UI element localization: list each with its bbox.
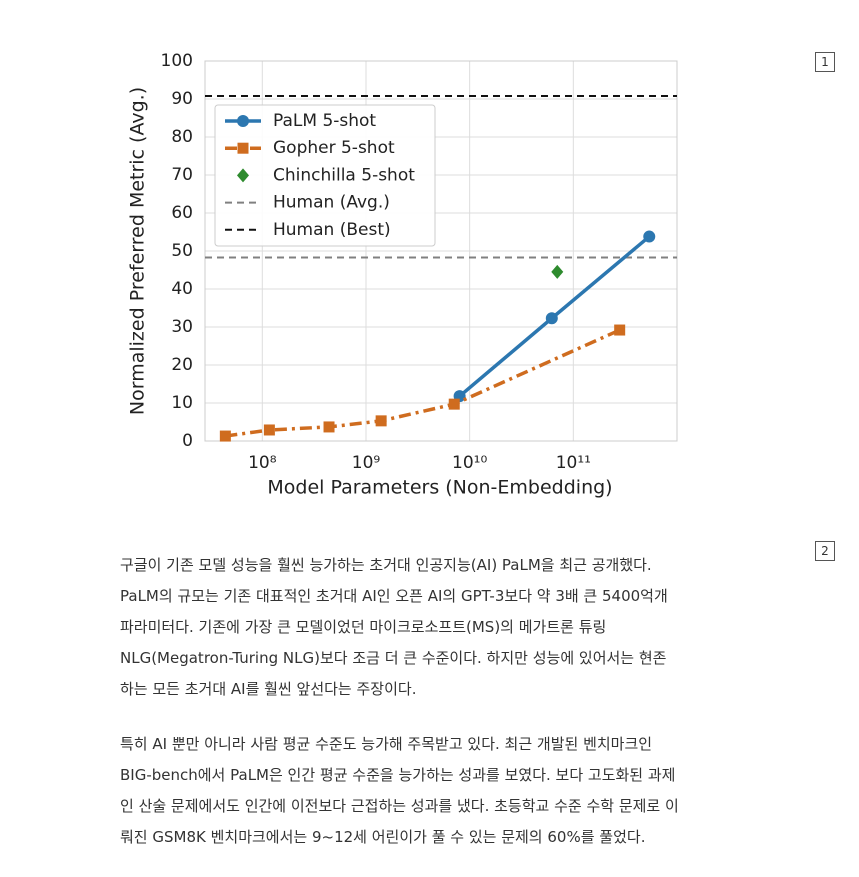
series-line [225, 328, 621, 438]
text-line: 뤄진 GSM8K 벤치마크에서는 9~12세 어린이가 풀 수 있는 문제의 6… [120, 828, 646, 846]
data-point [323, 421, 335, 433]
legend-label: Human (Best) [273, 220, 391, 240]
y-tick-label: 20 [171, 355, 193, 375]
text-line: NLG(Megatron-Turing NLG)보다 조금 더 큰 수준이다. … [120, 649, 667, 667]
legend-marker [237, 142, 249, 154]
x-tick-label: 10¹¹ [556, 453, 591, 473]
text-line: BIG-bench에서 PaLM은 인간 평균 수준을 능가하는 성과를 보였다… [120, 766, 676, 784]
y-tick-label: 10 [171, 393, 193, 413]
y-tick-label: 30 [171, 317, 193, 337]
text-line: PaLM의 규모는 기존 대표적인 초거대 AI인 오픈 AI의 GPT-3보다… [120, 587, 668, 605]
paragraph: 특히 AI 뿐만 아니라 사람 평균 수준도 능가해 주목받고 있다. 최근 개… [120, 729, 760, 853]
y-tick-label: 80 [171, 127, 193, 147]
y-tick-label: 60 [171, 203, 193, 223]
data-point [375, 415, 387, 427]
text-line: 파라미터다. 기존에 가장 큰 모델이었던 마이크로소프트(MS)의 메가트론 … [120, 618, 607, 636]
text-line: 구글이 기존 모델 성능을 훨씬 능가하는 초거대 인공지능(AI) PaLM을… [120, 556, 652, 574]
plot-frame [204, 60, 678, 442]
legend-label: Chinchilla 5-shot [273, 165, 415, 185]
text-line: 특히 AI 뿐만 아니라 사람 평균 수준도 능가해 주목받고 있다. 최근 개… [120, 735, 653, 753]
paragraph: 구글이 기존 모델 성능을 훨씬 능가하는 초거대 인공지능(AI) PaLM을… [120, 550, 760, 705]
page: Model Parameters (Non-Embedding) Normali… [120, 51, 835, 846]
text-line: 인 산술 문제에서도 인간에 이전보다 근접하는 성과를 냈다. 초등학교 수준… [120, 797, 679, 815]
legend-label: PaLM 5-shot [273, 111, 376, 131]
legend-box [214, 104, 436, 247]
y-tick-label: 40 [171, 279, 193, 299]
data-point [545, 312, 558, 325]
y-tick-label: 90 [171, 89, 193, 109]
text-line: 하는 모든 초거대 AI를 훨씬 앞선다는 주장이다. [120, 680, 417, 698]
figure-marker: 2 [815, 541, 835, 561]
legend-marker [237, 168, 249, 183]
y-tick-label: 100 [161, 51, 193, 71]
x-tick-label: 10¹⁰ [452, 453, 487, 473]
legend-label: Gopher 5-shot [273, 138, 395, 158]
x-tick-label: 10⁹ [352, 453, 381, 473]
data-point [448, 398, 460, 410]
data-point [551, 264, 564, 279]
data-point [614, 324, 626, 336]
legend-marker [237, 115, 249, 127]
y-tick-label: 50 [171, 241, 193, 261]
data-point [263, 424, 275, 436]
legend-label: Human (Avg.) [273, 193, 390, 213]
article: 구글이 기존 모델 성능을 훨씬 능가하는 초거대 인공지능(AI) PaLM을… [120, 550, 760, 877]
y-tick-label: 0 [182, 431, 193, 451]
chart: Model Parameters (Non-Embedding) Normali… [127, 51, 678, 499]
x-axis-label: Model Parameters (Non-Embedding) [267, 477, 612, 499]
data-point [643, 230, 656, 243]
x-tick-label: 10⁸ [248, 453, 277, 473]
figure-marker: 1 [815, 52, 835, 72]
y-tick-label: 70 [171, 165, 193, 185]
data-point [219, 430, 231, 442]
y-axis-label: Normalized Preferred Metric (Avg.) [127, 87, 149, 415]
